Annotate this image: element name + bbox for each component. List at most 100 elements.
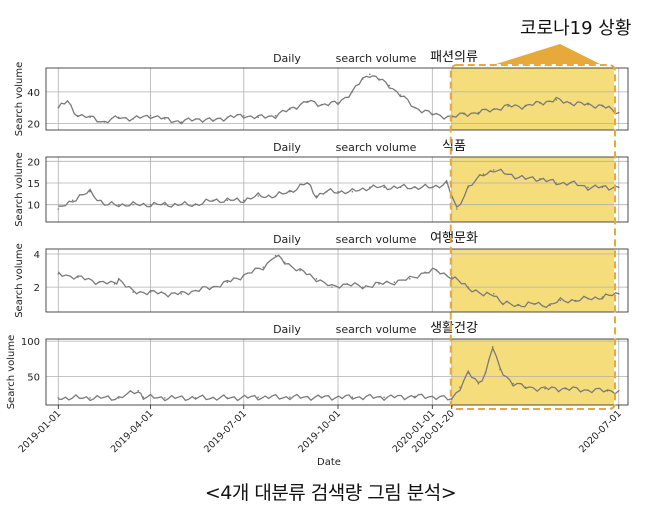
data-point bbox=[399, 186, 402, 189]
data-point bbox=[574, 299, 577, 302]
x-tick-label: 2019-01-01 bbox=[17, 408, 64, 455]
data-point bbox=[482, 173, 485, 176]
panel-title-left: Daily bbox=[273, 233, 301, 246]
x-tick-label: 2020-07-01 bbox=[577, 408, 624, 455]
y-axis-label: Search volume bbox=[14, 62, 25, 137]
data-point bbox=[212, 199, 214, 202]
y-tick-label: 40 bbox=[27, 88, 40, 99]
data-point bbox=[180, 203, 183, 206]
data-point bbox=[315, 195, 318, 197]
data-point bbox=[274, 254, 277, 257]
data-point bbox=[601, 105, 604, 107]
data-point bbox=[117, 397, 120, 399]
category-label: 여행문화 bbox=[430, 230, 478, 246]
data-point bbox=[491, 346, 494, 348]
plot-frame bbox=[45, 67, 629, 131]
data-point bbox=[431, 186, 434, 189]
data-point bbox=[507, 173, 509, 176]
plot-frame bbox=[45, 338, 629, 406]
data-point bbox=[299, 269, 301, 272]
covid-period-label: 코로나19 상황 bbox=[520, 18, 632, 39]
data-point bbox=[242, 114, 245, 117]
y-axis-label: Search volume bbox=[14, 243, 25, 318]
data-point bbox=[289, 190, 291, 193]
data-point bbox=[601, 186, 604, 189]
data-point bbox=[89, 190, 91, 193]
data-point bbox=[117, 116, 120, 119]
data-point bbox=[456, 208, 458, 210]
data-point bbox=[492, 108, 495, 111]
data-point bbox=[306, 182, 309, 184]
series-line bbox=[58, 346, 620, 402]
data-point bbox=[399, 94, 402, 96]
data-point bbox=[533, 302, 536, 305]
data-point bbox=[289, 396, 291, 398]
data-point bbox=[113, 283, 116, 285]
data-point bbox=[559, 299, 562, 302]
data-point bbox=[257, 396, 259, 398]
data-point bbox=[512, 382, 515, 385]
y-tick-label: 100 bbox=[21, 337, 40, 348]
data-point bbox=[274, 195, 277, 197]
data-point bbox=[262, 266, 265, 269]
data-point bbox=[320, 396, 323, 398]
data-point bbox=[459, 386, 461, 389]
data-point bbox=[194, 289, 197, 292]
data-point bbox=[378, 78, 380, 80]
data-point bbox=[325, 190, 328, 193]
data-point bbox=[617, 292, 620, 295]
data-point bbox=[502, 302, 504, 305]
panel-title-right: search volume bbox=[336, 323, 417, 336]
data-point bbox=[617, 390, 620, 392]
data-point bbox=[226, 281, 229, 283]
data-point bbox=[212, 119, 214, 122]
data-point bbox=[361, 286, 364, 288]
panel-title-left: Daily bbox=[273, 52, 301, 65]
data-point bbox=[226, 199, 229, 202]
panel-title-right: search volume bbox=[336, 141, 417, 154]
data-point bbox=[467, 372, 469, 374]
data-point bbox=[132, 118, 134, 120]
figure-caption: <4개 대분류 검색량 그림 분석> bbox=[204, 482, 457, 504]
data-point bbox=[544, 387, 546, 390]
data-point bbox=[492, 292, 495, 295]
covid-period-border bbox=[449, 64, 616, 410]
data-point bbox=[117, 203, 120, 206]
data-point bbox=[76, 114, 79, 117]
data-point bbox=[463, 113, 465, 115]
data-point bbox=[337, 102, 339, 104]
data-point bbox=[164, 203, 166, 206]
data-point bbox=[274, 114, 277, 117]
data-point bbox=[617, 111, 620, 114]
data-point bbox=[71, 199, 74, 202]
data-point bbox=[180, 121, 183, 123]
data-point bbox=[492, 169, 495, 171]
data-point bbox=[524, 386, 527, 389]
data-point bbox=[431, 113, 434, 115]
data-point bbox=[289, 108, 291, 111]
series-line bbox=[58, 168, 620, 209]
y-tick-label: 20 bbox=[27, 120, 40, 131]
data-point bbox=[57, 208, 60, 210]
y-tick-label: 50 bbox=[27, 373, 40, 384]
data-point bbox=[606, 390, 609, 392]
data-point bbox=[435, 269, 438, 272]
series-line bbox=[57, 254, 620, 309]
data-point bbox=[257, 195, 259, 197]
data-point bbox=[431, 395, 434, 398]
data-point bbox=[89, 116, 91, 119]
data-point bbox=[587, 389, 589, 391]
data-point bbox=[132, 291, 134, 293]
data-point bbox=[477, 111, 480, 114]
data-point bbox=[331, 286, 333, 288]
data-point bbox=[601, 296, 604, 298]
data-point bbox=[194, 203, 197, 206]
y-tick-label: 10 bbox=[27, 201, 40, 212]
x-tick-label: 2019-10-01 bbox=[296, 408, 343, 455]
x-tick-label: 2019-04-01 bbox=[109, 408, 156, 455]
covid-highlight-region bbox=[451, 249, 614, 312]
data-point bbox=[337, 190, 339, 193]
y-tick-label: 15 bbox=[27, 179, 40, 190]
data-point bbox=[414, 106, 416, 109]
